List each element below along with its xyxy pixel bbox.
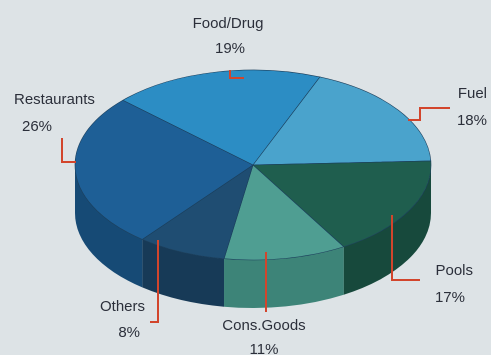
slice-food-drug xyxy=(122,69,321,166)
side-others xyxy=(142,239,225,307)
side-cons-goods xyxy=(224,246,344,309)
leader-fuel xyxy=(408,107,450,121)
label-food-drug-value: 19% xyxy=(215,40,245,57)
side-restaurants xyxy=(75,165,143,288)
side-pools xyxy=(343,165,432,295)
slice-others xyxy=(141,164,254,260)
label-cons-goods-value: 11% xyxy=(250,341,279,355)
slice-fuel xyxy=(252,76,432,166)
slice-cons-goods xyxy=(223,164,345,261)
label-fuel-name: Fuel xyxy=(458,85,487,102)
slice-pools xyxy=(252,160,432,248)
label-others-value: 8% xyxy=(118,324,140,341)
label-restaurants-value: 26% xyxy=(22,118,52,135)
leader-others xyxy=(150,240,159,323)
leader-restaurants xyxy=(61,138,76,163)
label-cons-goods-name: Cons.Goods xyxy=(222,317,305,334)
pie-slices xyxy=(74,69,432,261)
label-fuel-value: 18% xyxy=(457,112,487,129)
label-others-name: Others xyxy=(100,298,145,315)
label-pools-value: 17% xyxy=(435,289,465,306)
label-pools-name: Pools xyxy=(435,262,473,279)
leader-pools xyxy=(391,215,420,281)
label-restaurants-name: Restaurants xyxy=(14,91,95,108)
leader-food-drug xyxy=(229,70,244,79)
label-food-drug-name: Food/Drug xyxy=(193,15,264,32)
pie-sides xyxy=(75,165,432,309)
slice-restaurants xyxy=(74,99,254,240)
